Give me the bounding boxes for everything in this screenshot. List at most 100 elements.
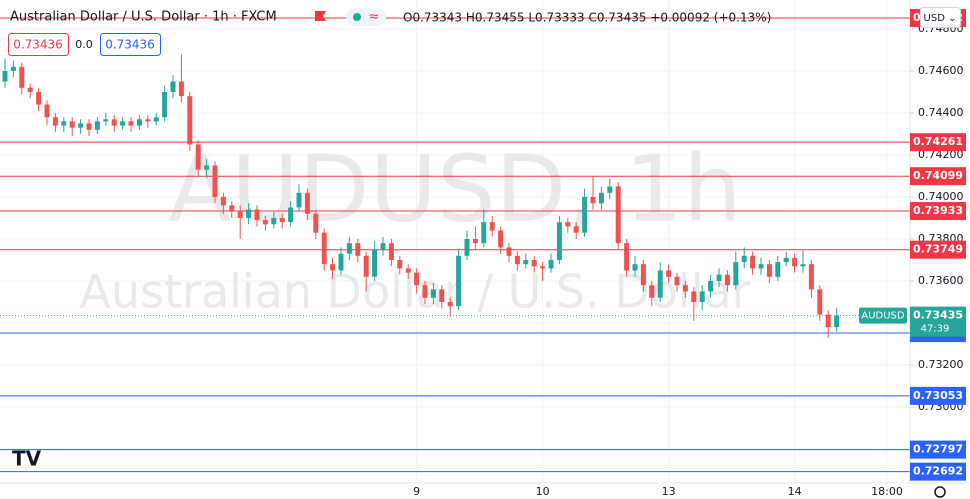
candle-body [44,104,50,118]
candle-body [565,222,571,227]
candle-body [405,268,411,273]
candle-body [708,280,714,292]
candle-body [666,270,672,277]
candle-body [195,144,201,170]
sell-price: 0.73436 [13,38,63,52]
candle-body [750,255,756,269]
candle-body [271,217,277,225]
candle-body [456,255,462,307]
candle-body [792,257,798,267]
grid [0,0,910,483]
candle-body [111,119,117,126]
candle-body [162,91,168,118]
candle-body [330,264,336,271]
level-label-box [910,167,966,186]
level-label: 0.73749 [913,243,963,256]
candle-body [514,255,520,265]
candle-body [716,274,722,281]
candle-body [582,196,588,233]
candle-body [531,259,537,267]
y-tick-label: 0.73200 [918,358,964,371]
countdown: 47:39 [921,324,950,335]
candle-body [380,243,386,250]
candle-body [834,315,840,328]
y-tick-label: 0.73600 [918,274,964,287]
level-label-box [910,133,966,152]
candle-body [481,222,487,244]
candle-body [624,243,630,271]
candle-body [825,314,831,328]
candle-body [296,192,302,208]
level-label: 0.74099 [913,169,963,182]
candle-body [61,121,67,126]
x-tick-label: 14 [788,485,802,498]
candle-body [724,274,730,286]
currency-button[interactable] [920,7,961,28]
sell-button[interactable] [8,33,69,56]
candle-body [136,119,142,126]
candle-body [229,205,235,212]
candle-body [733,262,739,286]
candle-body [607,186,613,193]
candle-body [237,211,243,218]
candle-body [69,121,75,128]
approx-icon: ≈ [369,10,380,25]
candle-body [19,66,25,88]
dot-icon [353,13,361,21]
x-tick-label: 10 [536,485,550,498]
settings-icon[interactable] [934,486,946,498]
candle-body [422,285,428,298]
candle-body [489,222,495,231]
candle-body [346,243,352,254]
level-label-box [910,202,966,221]
candle-body [52,117,58,126]
candle-body [548,259,554,269]
indicator-pill[interactable] [346,8,386,26]
level-label-box [910,240,966,259]
candle-body [128,121,134,126]
levels [0,17,910,473]
candle-body [657,270,663,298]
flag-icon[interactable] [315,11,326,21]
symbol-label: AUDUSD [861,311,905,322]
candle-body [741,255,747,263]
level-label-box [910,386,966,405]
candle-body [86,123,92,130]
buy-button[interactable] [100,33,161,56]
candles [2,54,840,338]
level-label: 0.73933 [913,204,963,217]
candle-body [212,165,218,197]
level-label-box [910,440,966,459]
candle-body [523,259,529,265]
currency-label: USD ⌄ [924,13,957,24]
candle-body [338,253,344,271]
candle-body [598,192,604,204]
candle-body [36,91,42,105]
candle-body [153,117,159,122]
x-tick-label: 9 [413,485,420,498]
candle-body [691,291,697,302]
candle-body [808,264,814,290]
spread: 0.0 [75,38,93,51]
candle-body [204,165,210,170]
level-label: 0.74261 [913,135,963,148]
ohlc-values: O0.73343 H0.73455 L0.73333 C0.73435 +0.0… [403,11,771,25]
candle-body [430,289,436,298]
candle-body [355,243,361,256]
candle-body [254,209,260,221]
y-tick-label: 0.74000 [918,190,964,203]
candle-body [699,291,705,302]
candle-body [573,226,579,233]
candle-body [279,217,285,223]
candle-body [766,264,772,277]
candle-body [94,121,100,130]
candle-body [78,123,84,128]
level-label-box [910,462,966,481]
candle-body [414,272,420,286]
tv-logo[interactable]: TV [12,447,42,471]
candle-body [10,66,16,71]
candle-body [170,81,176,92]
candle-body [372,249,378,277]
candle-body [498,230,504,248]
